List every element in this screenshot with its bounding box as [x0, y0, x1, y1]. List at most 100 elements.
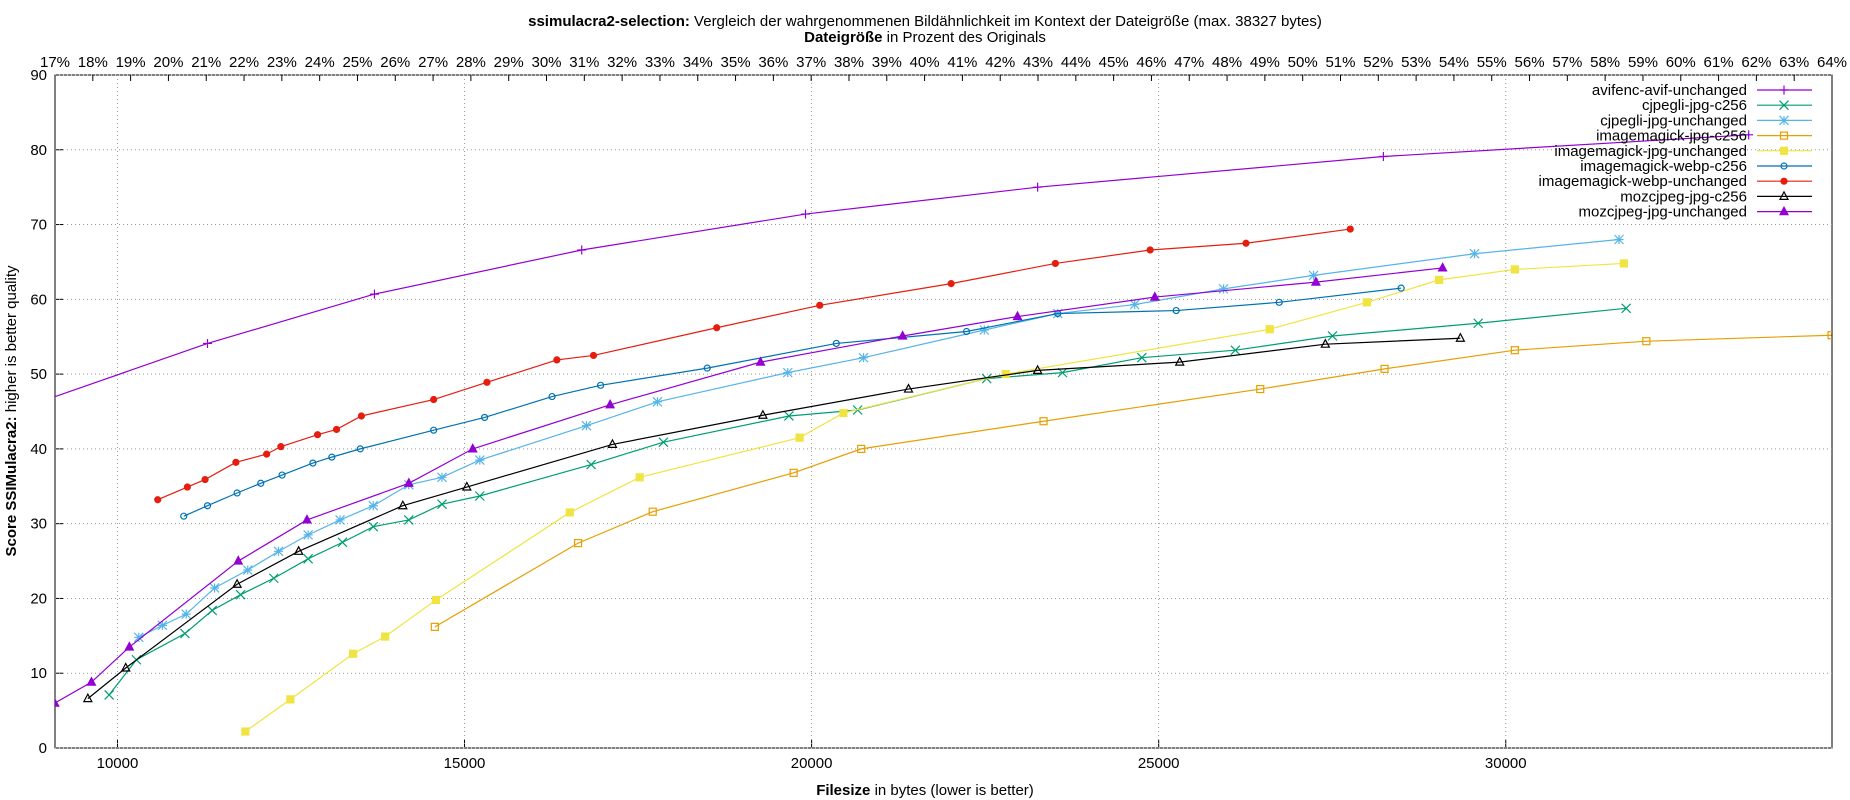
legend-marker	[1779, 115, 1789, 126]
x2-tick-label: 44%	[1061, 54, 1091, 71]
series-line	[55, 134, 1749, 398]
x2-tick-label: 51%	[1325, 54, 1355, 71]
point	[328, 453, 336, 461]
x2-tick-label: 47%	[1174, 54, 1204, 71]
point	[349, 649, 358, 658]
point	[356, 445, 364, 453]
point	[133, 632, 144, 643]
x2-tick-label: 33%	[645, 54, 675, 71]
point	[1455, 332, 1466, 342]
y-tick-label: 0	[39, 740, 47, 757]
y-label-rest: higher is better quality	[3, 265, 20, 412]
point	[1275, 298, 1283, 306]
point	[335, 515, 346, 525]
point	[801, 209, 811, 219]
x2-tick-label: 59%	[1628, 54, 1658, 71]
point	[203, 338, 213, 348]
point	[357, 412, 365, 420]
x2-axis-label: Dateigröße in Prozent des Originals	[804, 29, 1046, 46]
x2-tick-label: 52%	[1363, 54, 1393, 71]
point	[481, 413, 489, 422]
point	[703, 364, 711, 372]
point	[1378, 152, 1388, 162]
y-tick-label: 90	[30, 67, 47, 84]
legend: avifenc-avif-unchangedcjpegli-jpg-c256cj…	[1539, 82, 1812, 221]
point	[397, 499, 408, 510]
point	[1469, 248, 1480, 259]
x2-tick-label: 32%	[607, 54, 637, 71]
point	[183, 483, 191, 491]
legend-marker	[1779, 146, 1789, 155]
point	[431, 595, 441, 605]
legend-label: mozcjpeg-jpg-c256	[1620, 188, 1747, 205]
point	[1614, 234, 1624, 245]
point	[1621, 303, 1632, 314]
point	[181, 609, 192, 620]
series-line	[55, 267, 1443, 704]
x2-tick-label: 36%	[758, 54, 788, 71]
point	[658, 437, 669, 448]
x-tick-label: 30000	[1485, 755, 1527, 772]
point	[437, 472, 447, 483]
x-tick-label: 15000	[444, 755, 486, 772]
point	[154, 496, 162, 504]
x2-tick-label: 27%	[418, 54, 448, 71]
x2-label-rest: in Prozent des Originals	[887, 29, 1046, 46]
x2-tick-label: 19%	[116, 54, 146, 71]
point	[82, 692, 93, 703]
x2-tick-label: 55%	[1477, 54, 1507, 71]
point	[577, 245, 587, 255]
point	[839, 408, 848, 418]
point	[1510, 265, 1519, 274]
x-tick-label: 25000	[1138, 755, 1180, 772]
point	[180, 628, 190, 639]
point	[332, 425, 341, 434]
x2-tick-label: 57%	[1552, 54, 1582, 71]
x2-tick-label: 26%	[380, 54, 410, 71]
point	[1218, 283, 1229, 294]
point	[461, 481, 472, 491]
point	[430, 395, 438, 404]
x2-label-bold: Dateigröße	[804, 29, 882, 46]
point	[241, 727, 250, 736]
point	[157, 620, 168, 631]
point	[403, 515, 414, 525]
y-label-bold: Score SSIMulacra2:	[3, 416, 20, 556]
point	[232, 458, 240, 466]
x2-tick-label: 28%	[456, 54, 486, 71]
x2-tick-label: 45%	[1099, 54, 1129, 71]
legend-marker	[1779, 205, 1789, 216]
x2-tick-label: 53%	[1401, 54, 1431, 71]
point	[1230, 345, 1241, 356]
point	[565, 508, 574, 517]
point	[1827, 331, 1832, 340]
point	[857, 444, 866, 453]
point	[203, 502, 212, 510]
x2-tick-label: 37%	[796, 54, 826, 71]
y-tick-label: 10	[30, 665, 47, 682]
point	[233, 489, 241, 497]
point	[1265, 325, 1274, 334]
point	[789, 468, 798, 477]
point	[1310, 276, 1321, 286]
point	[1012, 310, 1023, 321]
point	[201, 475, 209, 484]
x2-tick-label: 40%	[910, 54, 940, 71]
point	[1327, 331, 1338, 341]
point	[1256, 384, 1265, 394]
point	[903, 383, 914, 393]
point	[1346, 225, 1354, 233]
x-label-bold: Filesize	[816, 782, 870, 799]
x2-tick-label: 23%	[267, 54, 297, 71]
point	[652, 396, 663, 407]
series-line	[183, 287, 1402, 517]
point	[232, 578, 243, 588]
point	[548, 392, 556, 401]
legend-marker	[1779, 131, 1789, 140]
point	[782, 367, 793, 378]
point	[286, 695, 295, 704]
point	[1397, 284, 1405, 292]
x2-tick-label: 60%	[1666, 54, 1696, 71]
point	[648, 507, 657, 516]
